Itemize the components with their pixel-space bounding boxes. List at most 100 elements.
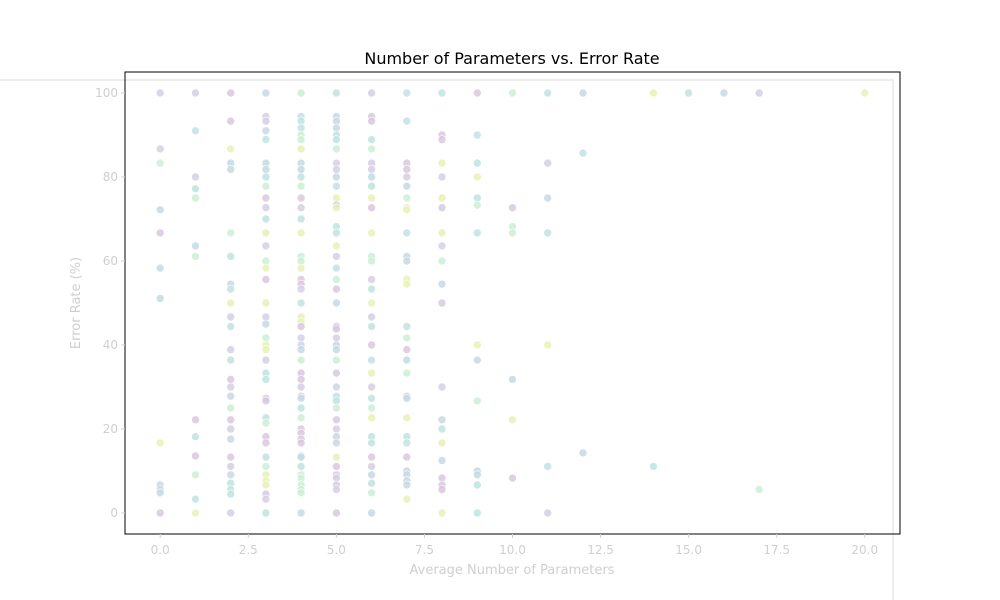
data-point [472,158,482,168]
data-point [296,144,306,154]
data-point [155,88,165,98]
data-point [649,462,658,471]
data-point [226,452,235,462]
data-point [332,508,341,518]
data-point [155,488,165,498]
data-point [472,470,482,480]
x-tick-label: 12.5 [587,543,614,557]
data-point [437,382,447,392]
data-point [226,88,235,98]
data-point [437,298,447,308]
data-point [437,256,447,266]
data-point [191,241,200,251]
data-point [437,456,447,465]
data-point [226,284,235,294]
data-point [296,214,306,224]
data-point [472,228,482,238]
points-layer [155,88,870,518]
data-point [296,263,306,273]
data-point [437,135,447,144]
data-point [367,403,376,413]
data-point [472,193,482,203]
data-point [296,462,306,471]
data-point [684,88,693,98]
data-point [332,228,341,238]
data-point [226,489,235,499]
data-point [543,193,553,203]
data-point [332,252,341,261]
data-point [437,485,447,494]
data-point [261,312,271,322]
data-point [367,355,376,365]
data-point [296,228,306,238]
y-tick-label: 40 [103,338,118,352]
data-point [332,165,341,174]
data-point [543,508,553,518]
data-point [332,462,341,471]
data-point [226,382,235,392]
data-point [191,494,200,504]
data-point [296,345,306,354]
data-point [402,438,412,448]
data-point [332,193,341,203]
data-point [472,355,482,365]
data-point [367,228,376,238]
data-point [332,284,341,294]
data-point [472,88,482,98]
data-point [437,193,447,203]
data-point [226,391,235,401]
data-point [226,228,235,238]
data-point [296,413,306,423]
x-tick-label: 10.0 [499,543,526,557]
data-point [261,203,271,212]
data-point [402,172,412,182]
data-point [472,172,482,182]
data-point [402,355,412,365]
data-point [508,375,517,384]
data-point [332,382,341,392]
data-point [226,355,235,365]
data-point [437,415,447,425]
data-point [754,88,764,98]
data-point [226,116,235,126]
data-point [332,298,341,308]
data-point [296,333,306,343]
data-point [402,116,412,126]
data-point [296,172,306,182]
data-point [332,275,341,284]
data-point [261,494,271,504]
data-point [296,165,306,174]
data-point [261,181,271,191]
data-point [155,294,165,303]
data-point [437,88,447,98]
data-point [437,203,447,212]
data-point [402,205,412,215]
data-point [402,193,412,203]
data-point [472,130,482,140]
data-point [296,322,306,331]
data-point [332,424,341,434]
data-point [402,368,412,378]
data-point [191,451,200,461]
data-point [261,256,271,266]
data-point [261,396,271,406]
data-point [402,165,412,174]
data-point [402,256,412,266]
data-point [296,438,306,448]
data-point [261,298,271,308]
data-point [332,203,341,212]
data-point [261,126,271,136]
data-point [332,324,341,334]
data-point [332,355,341,365]
data-point [155,158,165,168]
data-point [402,413,412,423]
data-point [402,88,412,98]
data-point [191,432,200,441]
data-point [437,158,447,168]
data-point [332,333,341,343]
data-point [261,263,271,273]
x-tick-label: 20.0 [851,543,878,557]
data-point [578,448,588,458]
data-point [472,340,482,350]
